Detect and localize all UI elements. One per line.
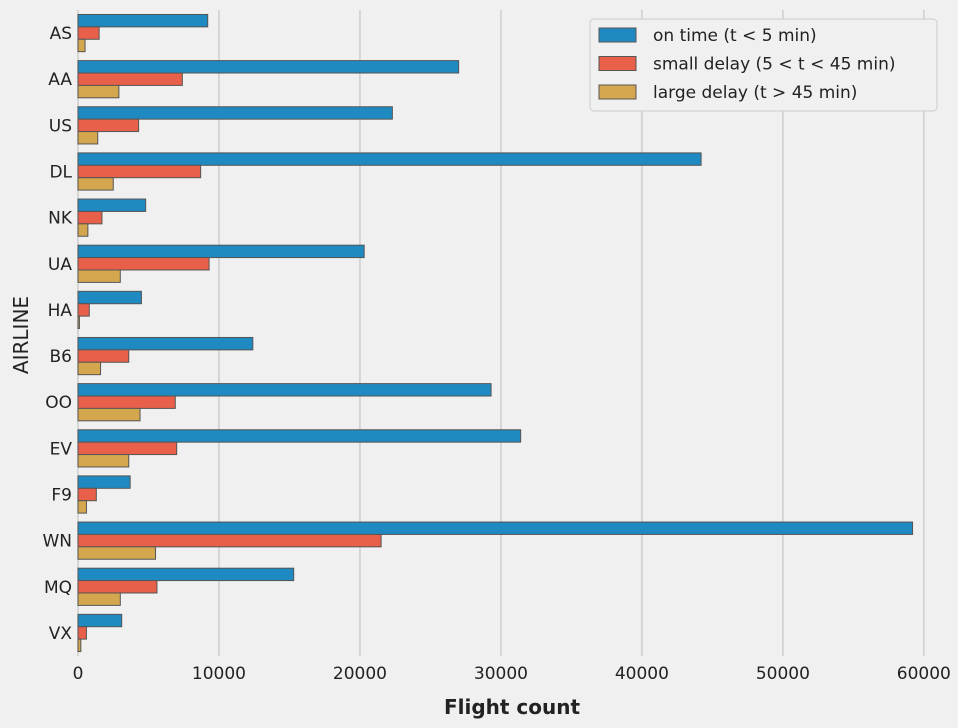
bar-nk-series-1 bbox=[77, 198, 147, 212]
legend: on time (t < 5 min) small delay (5 < t < … bbox=[589, 18, 938, 112]
bar-mq-series-1 bbox=[77, 567, 295, 582]
x-axis-title: Flight count bbox=[444, 695, 581, 719]
bar-oo-series-3 bbox=[77, 407, 141, 422]
x-tick-label: 0 bbox=[73, 664, 84, 684]
legend-swatch-3 bbox=[598, 84, 637, 100]
y-axis-title: AIRLINE bbox=[9, 296, 33, 374]
legend-label-1: on time (t < 5 min) bbox=[653, 26, 817, 46]
bar-oo-series-1 bbox=[77, 383, 492, 397]
bar-aa-series-1 bbox=[77, 60, 460, 74]
bar-ha-series-1 bbox=[77, 290, 142, 305]
y-tick-label-ha: HA bbox=[48, 301, 73, 321]
bar-us-series-3 bbox=[77, 131, 99, 145]
y-tick-label-us: US bbox=[49, 116, 72, 136]
x-axis-ticks: 0 10000 20000 30000 40000 50000 60000 bbox=[73, 664, 951, 684]
bar-ua-series-2 bbox=[77, 257, 210, 271]
legend-label-2: small delay (5 < t < 45 min) bbox=[653, 55, 895, 75]
y-tick-label-vx: VX bbox=[49, 624, 73, 644]
y-tick-label-wn: WN bbox=[42, 532, 72, 552]
bar-ev-series-2 bbox=[77, 441, 178, 456]
bar-vx-series-2 bbox=[77, 626, 87, 640]
bar-as-series-1 bbox=[77, 13, 209, 28]
legend-swatch-2 bbox=[598, 56, 637, 71]
y-tick-label-b6: B6 bbox=[50, 347, 72, 367]
legend-box bbox=[589, 18, 938, 112]
x-tick-label: 10000 bbox=[192, 664, 246, 684]
x-tick-label: 30000 bbox=[474, 664, 528, 684]
bar-mq-series-3 bbox=[77, 592, 121, 606]
x-tick-label: 50000 bbox=[756, 664, 810, 684]
bar-ha-series-3 bbox=[77, 315, 80, 330]
bar-as-series-3 bbox=[77, 38, 86, 53]
bar-oo-series-2 bbox=[77, 395, 176, 409]
bar-us-series-1 bbox=[77, 106, 393, 120]
bar-f9-series-3 bbox=[77, 500, 87, 514]
x-tick-label: 40000 bbox=[615, 664, 669, 684]
legend-swatch-1 bbox=[598, 27, 637, 43]
bar-b6-series-2 bbox=[77, 349, 130, 363]
x-tick-label: 20000 bbox=[333, 664, 387, 684]
bar-b6-series-3 bbox=[77, 361, 102, 376]
y-tick-label-aa: AA bbox=[48, 70, 72, 90]
bar-wn-series-3 bbox=[77, 546, 157, 560]
bar-dl-series-3 bbox=[77, 177, 114, 191]
bar-vx-series-1 bbox=[77, 613, 123, 628]
bar-f9-series-1 bbox=[77, 475, 131, 489]
bar-ha-series-2 bbox=[77, 303, 90, 317]
x-tick-label: 60000 bbox=[897, 664, 951, 684]
bar-aa-series-2 bbox=[77, 72, 183, 86]
bar-dl-series-2 bbox=[77, 164, 202, 179]
y-tick-label-dl: DL bbox=[49, 163, 72, 183]
bar-f9-series-2 bbox=[77, 487, 97, 502]
y-tick-label-mq: MQ bbox=[44, 578, 72, 598]
bar-wn-series-1 bbox=[77, 521, 914, 535]
bar-group bbox=[77, 13, 914, 653]
bar-b6-series-1 bbox=[77, 336, 254, 351]
bar-mq-series-2 bbox=[77, 580, 158, 594]
bar-ua-series-3 bbox=[77, 269, 121, 283]
bar-ev-series-3 bbox=[77, 454, 130, 468]
legend-label-3: large delay (t > 45 min) bbox=[653, 83, 857, 103]
bar-ev-series-1 bbox=[77, 429, 522, 443]
bar-wn-series-2 bbox=[77, 533, 382, 548]
y-tick-label-ua: UA bbox=[48, 255, 72, 275]
y-tick-label-f9: F9 bbox=[51, 486, 72, 506]
y-tick-label-nk: NK bbox=[48, 209, 73, 229]
y-tick-label-ev: EV bbox=[50, 439, 73, 459]
y-tick-label-as: AS bbox=[50, 24, 72, 44]
bar-nk-series-3 bbox=[77, 223, 89, 237]
y-tick-label-oo: OO bbox=[45, 393, 72, 413]
bar-ua-series-1 bbox=[77, 244, 365, 259]
bar-aa-series-3 bbox=[77, 84, 120, 99]
bar-vx-series-3 bbox=[77, 638, 82, 653]
bar-as-series-2 bbox=[77, 26, 100, 40]
y-axis-ticks: AS AA US DL NK UA HA B6 OO EV F9 WN MQ VX bbox=[42, 24, 72, 644]
bar-us-series-2 bbox=[77, 118, 140, 133]
bar-nk-series-2 bbox=[77, 210, 103, 225]
bar-dl-series-1 bbox=[77, 152, 702, 166]
